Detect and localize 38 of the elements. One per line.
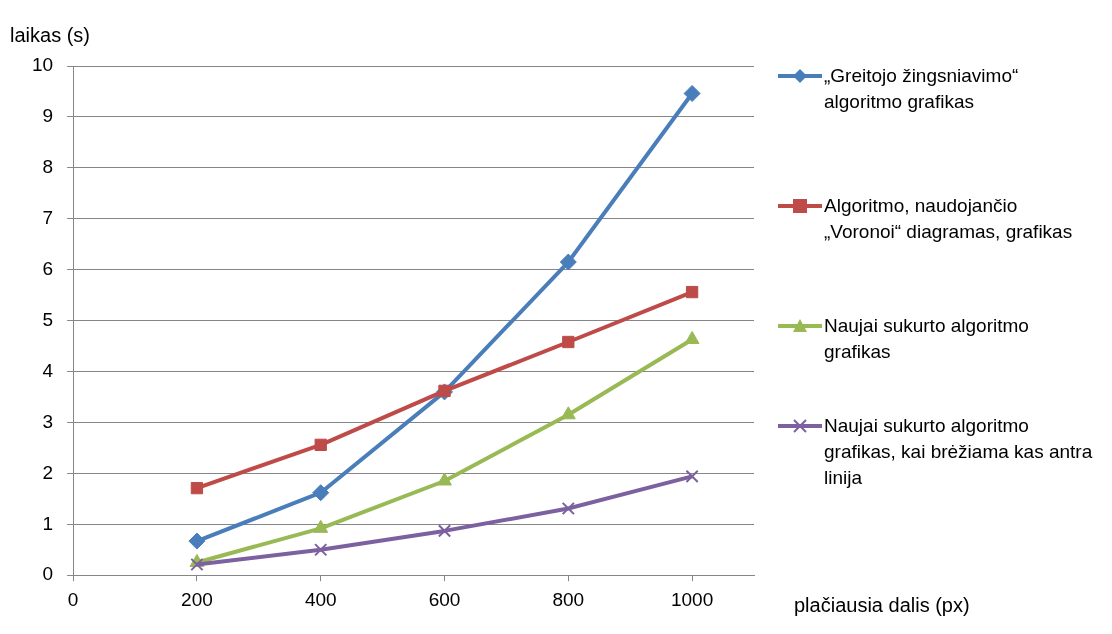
point bbox=[559, 253, 577, 271]
y-tick-label: 10 bbox=[31, 54, 54, 76]
point bbox=[437, 472, 452, 486]
y-tick-label: 4 bbox=[42, 359, 54, 381]
x-tick-label: 1000 bbox=[670, 588, 714, 610]
y-tick-label: 8 bbox=[42, 156, 54, 178]
y-tick-label: 3 bbox=[42, 410, 54, 432]
y-tick-label: 7 bbox=[42, 206, 54, 228]
x-tick-label: 800 bbox=[552, 588, 585, 610]
legend-label: Algoritmo, naudojančio „Voronoi“ diagramas, grafikas bbox=[824, 194, 1074, 244]
point bbox=[190, 557, 204, 572]
point bbox=[314, 438, 327, 451]
x-tick-label: 400 bbox=[304, 588, 337, 610]
y-tick-label: 9 bbox=[42, 105, 54, 127]
point bbox=[685, 285, 699, 299]
point bbox=[562, 335, 575, 349]
point bbox=[560, 406, 576, 420]
legend-label: Naujai sukurto algoritmo grafikas bbox=[824, 314, 1030, 364]
point bbox=[312, 484, 330, 502]
point bbox=[437, 524, 452, 538]
point bbox=[561, 501, 575, 516]
point bbox=[188, 532, 206, 550]
y-tick-label: 0 bbox=[42, 563, 54, 585]
point bbox=[685, 469, 699, 484]
y-tick-label: 5 bbox=[42, 308, 54, 330]
y-axis-title: laikas (s) bbox=[10, 23, 91, 46]
y-tick-label: 2 bbox=[42, 461, 54, 483]
legend-label: Naujai sukurto algoritmo grafikas, kai brėžiama kas antra linija bbox=[824, 414, 1094, 490]
point bbox=[683, 85, 701, 102]
x-tick-label: 0 bbox=[67, 588, 79, 610]
x-axis-title: plačiausia dalis (px) bbox=[794, 593, 970, 616]
point bbox=[314, 543, 328, 557]
y-tick-label: 1 bbox=[42, 512, 54, 534]
x-tick-label: 200 bbox=[181, 588, 213, 610]
point bbox=[190, 481, 204, 495]
legend-label: „Greitojo žingsniavimo“ algoritmo grafikas bbox=[824, 64, 1020, 114]
y-tick-label: 6 bbox=[42, 257, 54, 279]
x-tick-label: 600 bbox=[428, 588, 461, 610]
